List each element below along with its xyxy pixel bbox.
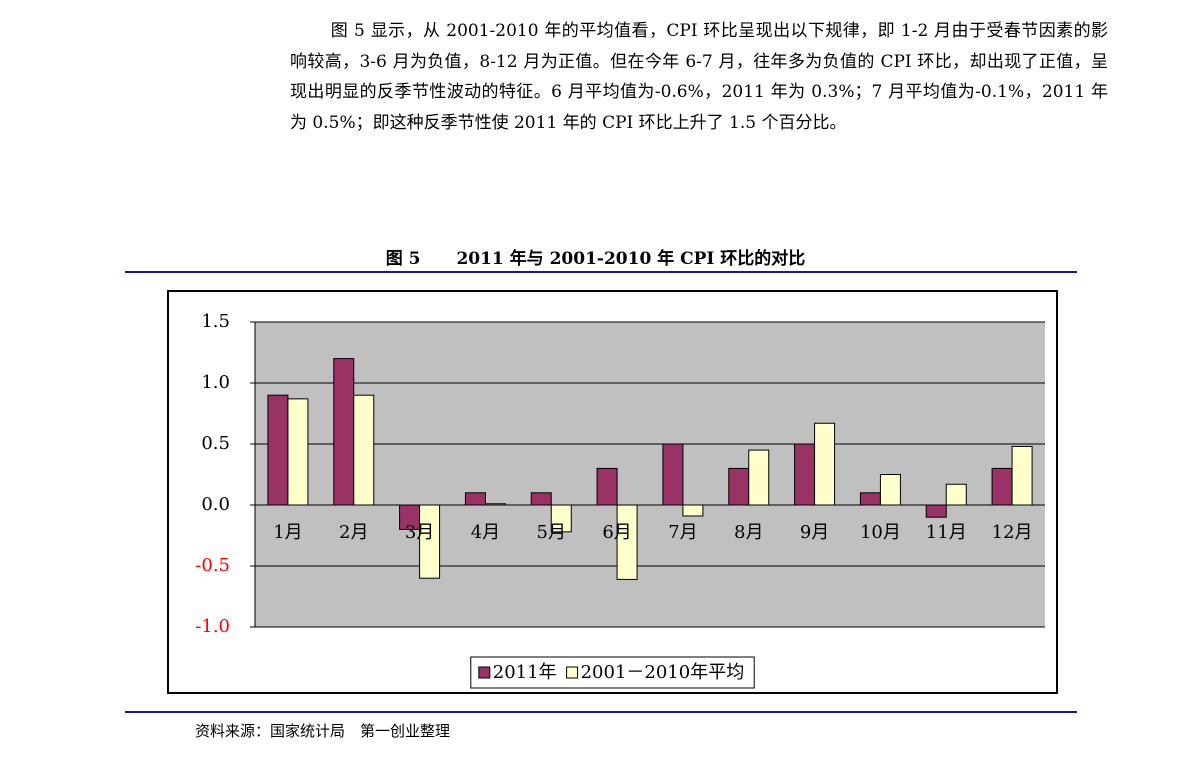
legend-marker (478, 666, 491, 679)
bar (353, 394, 375, 506)
y-tick-label: 1.5 (201, 311, 230, 332)
legend-marker (566, 666, 579, 679)
bar (991, 467, 1013, 506)
paragraph: 图 5 显示，从 2001-2010 年的平均值看，CPI 环比呈现出以下规律，… (290, 21, 1108, 133)
bar (287, 398, 309, 506)
y-tick-label: 0.5 (201, 433, 230, 454)
bar (814, 422, 836, 506)
bar (925, 504, 947, 518)
rule (125, 711, 1077, 713)
bar (616, 504, 638, 580)
x-tick-label: 2月 (339, 522, 368, 543)
x-tick-label: 8月 (734, 522, 763, 543)
bar (267, 394, 289, 506)
y-tick-label: -1.0 (195, 616, 230, 637)
bar (596, 467, 618, 506)
bar (484, 503, 506, 506)
x-tick-label: 1月 (273, 522, 302, 543)
x-tick-label: 4月 (471, 522, 500, 543)
x-tick-label: 11月 (926, 522, 967, 543)
bar (464, 492, 486, 506)
bar (794, 443, 816, 506)
figure-label: 图 5 (385, 249, 421, 269)
bar (945, 483, 967, 506)
y-tick-label: -0.5 (195, 555, 230, 576)
chart-title: 2011 年与 2001-2010 年 CPI 环比的对比 (456, 249, 806, 269)
bar (550, 504, 572, 533)
legend (470, 656, 755, 689)
x-tick-label: 12月 (992, 522, 1033, 543)
y-tick-label: 1.0 (201, 372, 230, 393)
x-tick-label: 7月 (668, 522, 697, 543)
plot-area (255, 322, 1045, 627)
x-tick-label: 9月 (800, 522, 829, 543)
bar (859, 492, 881, 506)
y-tick-label: 0.0 (201, 494, 230, 515)
bar (748, 449, 770, 506)
x-tick-label: 10月 (860, 522, 901, 543)
bar (1011, 445, 1033, 506)
source: 资料来源：国家统计局 第一创业整理 (195, 722, 451, 740)
bar (728, 467, 750, 506)
bar (419, 504, 441, 579)
legend-label: 2001－2010年平均 (581, 662, 745, 683)
rule (125, 271, 1077, 273)
bar (879, 474, 901, 506)
x-tick-label: 3月 (405, 522, 434, 543)
bar (662, 443, 684, 506)
bar (530, 492, 552, 506)
figure-caption: 图 5 2011 年与 2001-2010 年 CPI 环比的对比 (0, 244, 1191, 269)
bar (682, 504, 704, 517)
bar (333, 358, 355, 506)
x-tick-label: 6月 (602, 522, 631, 543)
legend-label: 2011年 (493, 662, 557, 683)
x-tick-label: 5月 (537, 522, 566, 543)
